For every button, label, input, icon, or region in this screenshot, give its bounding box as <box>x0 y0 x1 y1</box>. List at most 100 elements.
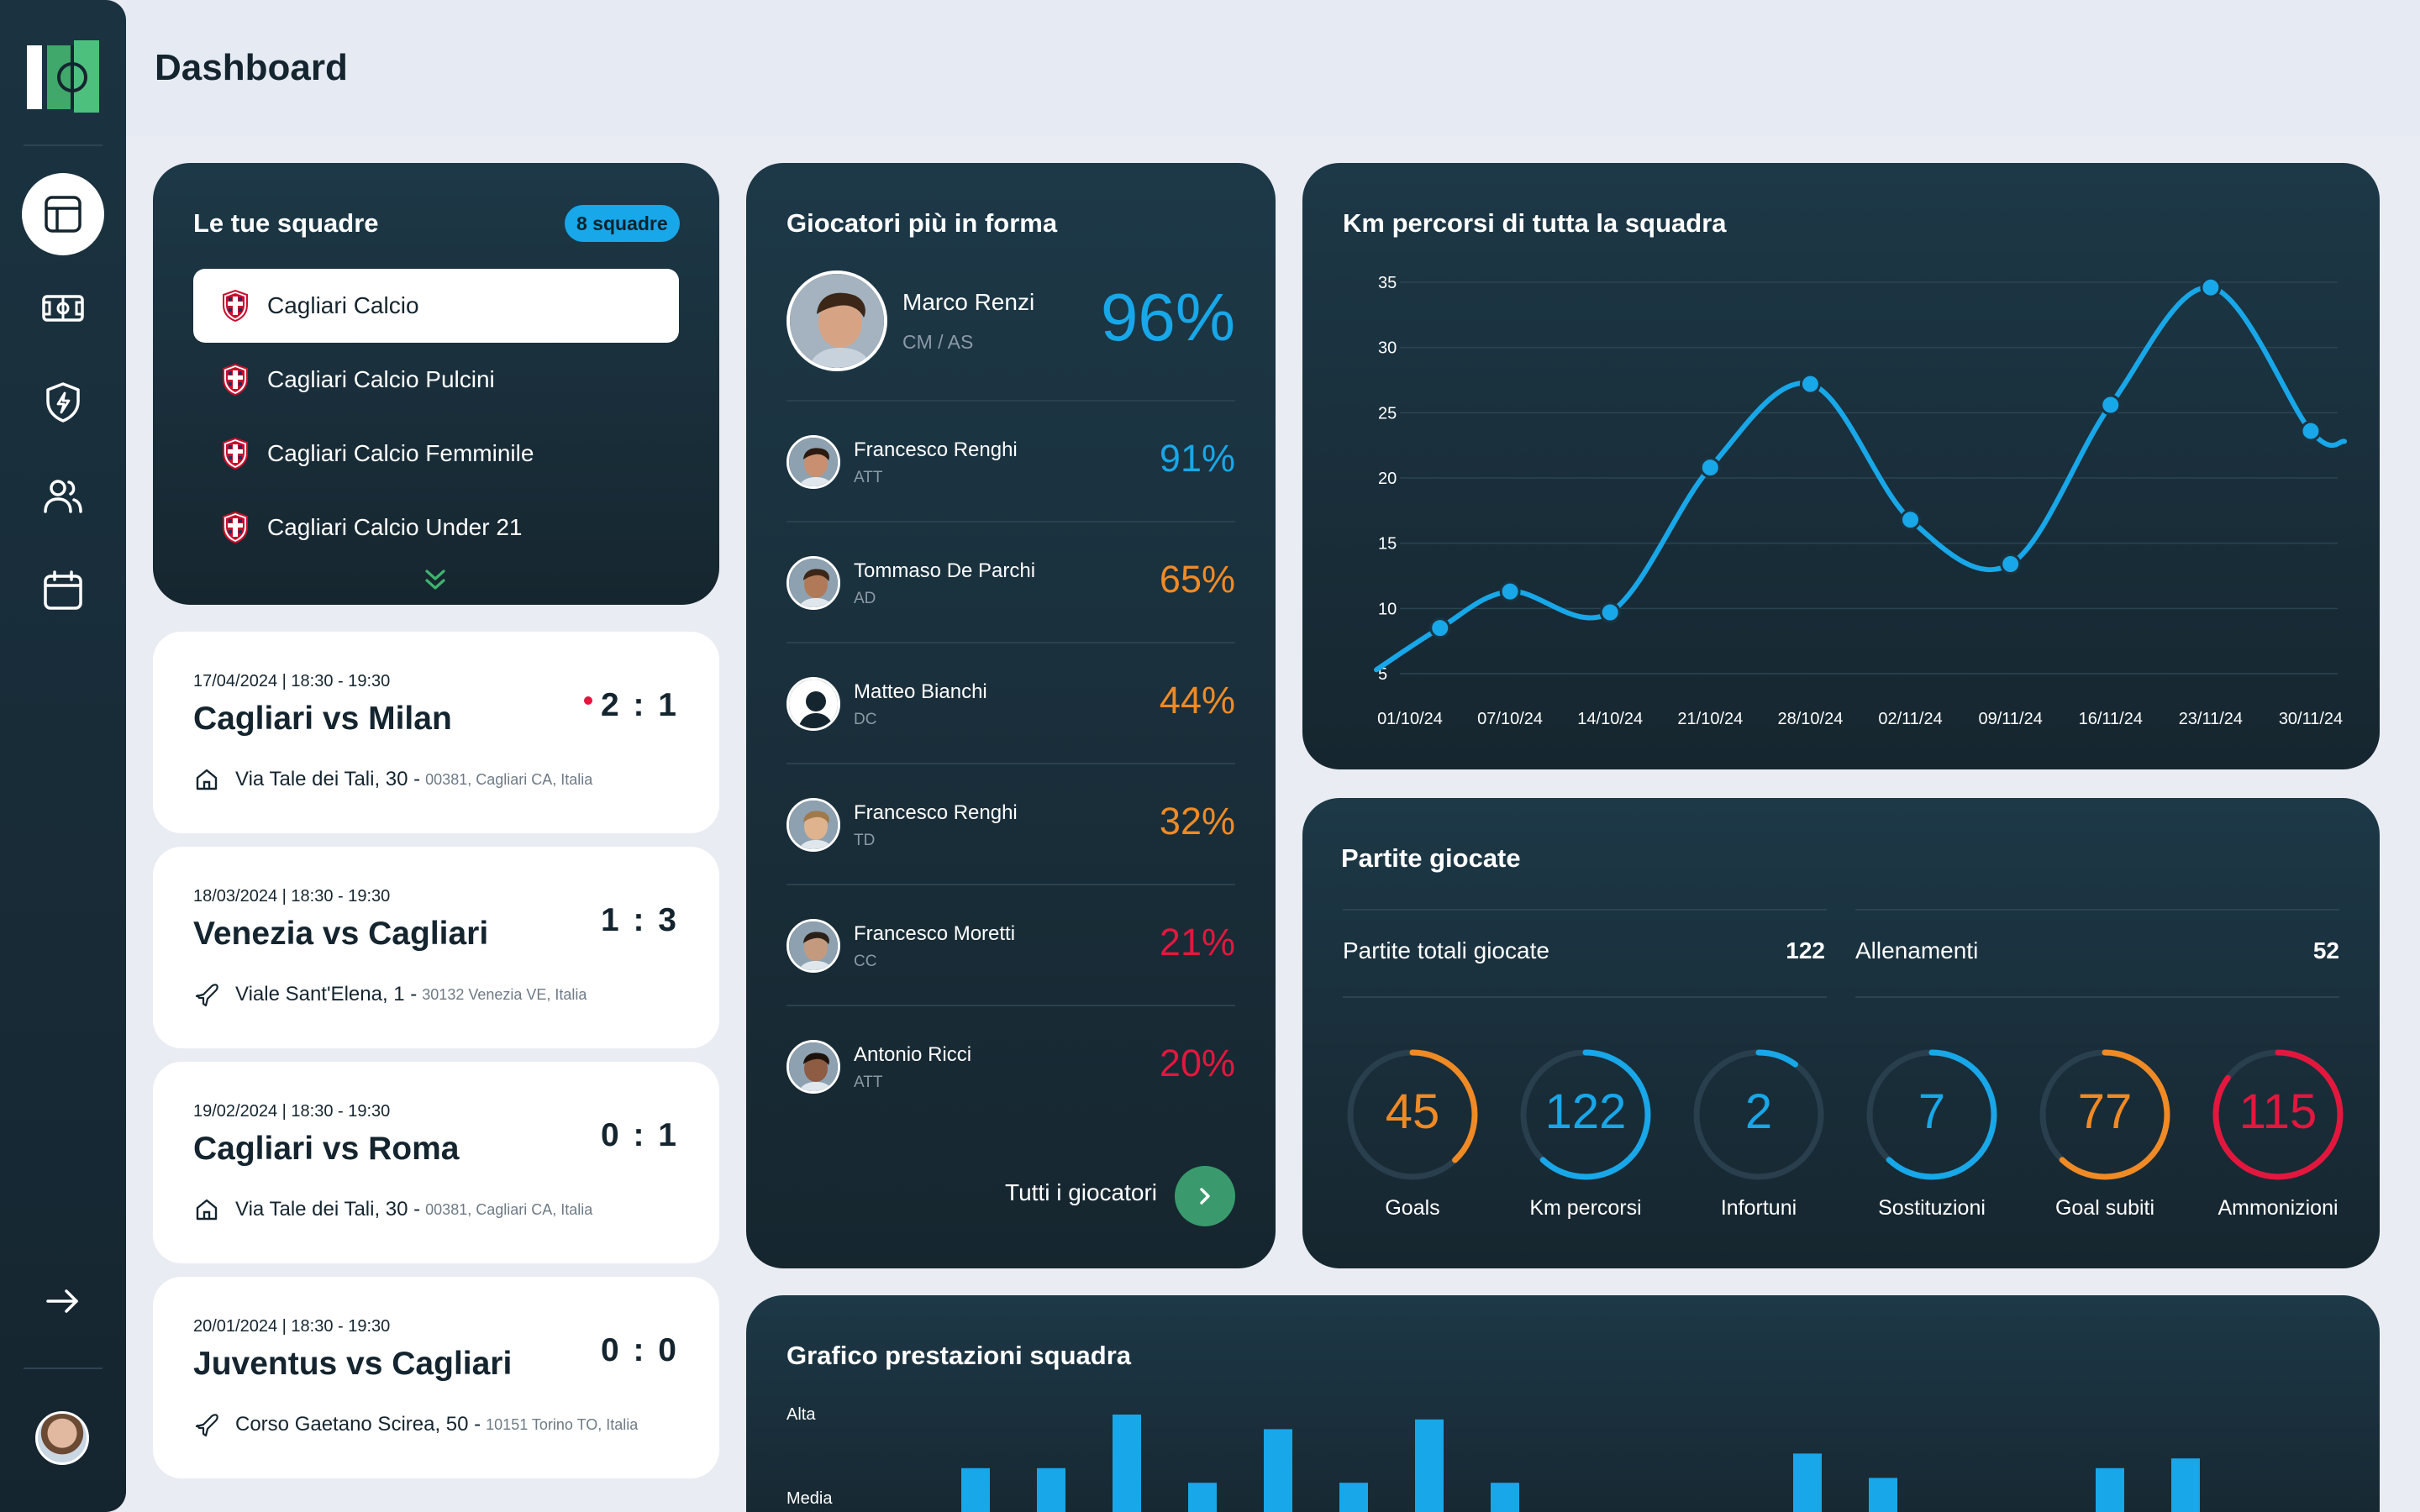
chevron-double-down-icon[interactable] <box>420 564 450 595</box>
stat-ring <box>1347 1049 1478 1180</box>
y-label: Media <box>786 1489 833 1508</box>
player-role: DC <box>854 711 877 728</box>
teams-count-badge: 8 squadre <box>565 205 680 242</box>
km-data-point[interactable] <box>1699 457 1721 479</box>
match-score: 2 : 1 <box>600 687 679 723</box>
match-score-wrap: 1 : 3 <box>601 902 679 939</box>
x-tick-label: 16/11/24 <box>2079 710 2143 728</box>
match-card[interactable]: 18/03/2024 | 18:30 - 19:30 Venezia vs Cag… <box>153 847 719 1048</box>
all-players-label[interactable]: Tutti i giocatori <box>1005 1179 1158 1205</box>
expand-sidebar-button[interactable] <box>22 1260 104 1342</box>
match-street: Corso Gaetano Scirea, 50 - <box>235 1413 481 1436</box>
player-percentage: 21% <box>1159 921 1235 963</box>
team-crest-icon <box>222 363 249 396</box>
player-row[interactable]: Francesco Renghi TD 32% <box>786 763 1235 884</box>
page-title: Dashboard <box>155 47 348 88</box>
match-title: Cagliari vs Roma <box>193 1131 460 1167</box>
team-name: Cagliari Calcio Femminile <box>267 440 534 466</box>
performance-bar[interactable] <box>1491 1483 1519 1512</box>
performance-bar[interactable] <box>1339 1483 1368 1512</box>
performance-bar[interactable] <box>1793 1453 1822 1512</box>
divider <box>1855 996 2339 998</box>
player-avatar <box>786 677 840 731</box>
performance-title: Grafico prestazioni squadra <box>786 1341 1131 1370</box>
performance-bar[interactable] <box>1037 1467 1065 1512</box>
ring-value: 2 <box>1744 1084 1773 1139</box>
match-score-wrap: 2 : 1 <box>583 687 679 724</box>
player-avatar <box>786 556 840 610</box>
top-player-percentage: 96% <box>1100 280 1235 354</box>
km-data-point[interactable] <box>1900 509 1922 531</box>
performance-bar[interactable] <box>1869 1478 1897 1512</box>
player-name: Francesco Renghi <box>854 438 1018 461</box>
km-data-point[interactable] <box>2000 554 2022 575</box>
player-row[interactable]: Francesco Moretti CC 21% <box>786 884 1235 1005</box>
km-data-point[interactable] <box>2200 276 2222 298</box>
player-name: Antonio Ricci <box>854 1043 972 1066</box>
km-chart-title: Km percorsi di tutta la squadra <box>1343 208 1727 238</box>
match-card[interactable]: 20/01/2024 | 18:30 - 19:30 Juventus vs Ca… <box>153 1277 719 1478</box>
player-avatar <box>786 798 840 852</box>
team-item[interactable]: Cagliari Calcio Under 21 <box>193 491 679 564</box>
total-matches-label: Partite totali giocate <box>1343 937 1549 963</box>
performance-bar[interactable] <box>961 1467 990 1512</box>
player-avatar <box>786 919 840 973</box>
ring-label: Infortuni <box>1720 1196 1797 1220</box>
nav-field[interactable] <box>22 267 104 349</box>
team-item[interactable]: Cagliari Calcio <box>193 269 679 343</box>
nav-team[interactable] <box>22 361 104 444</box>
sidebar <box>0 0 126 1512</box>
player-row[interactable]: Francesco Renghi ATT 91% <box>786 400 1235 521</box>
performance-bar[interactable] <box>2096 1467 2124 1512</box>
performance-bar[interactable] <box>1415 1419 1444 1512</box>
player-percentage: 20% <box>1159 1042 1235 1084</box>
match-score: 0 : 0 <box>600 1332 679 1368</box>
km-data-point[interactable] <box>1429 617 1451 639</box>
nav-calendar[interactable] <box>22 549 104 632</box>
ring-label: Goals <box>1385 1196 1440 1220</box>
player-row[interactable]: Matteo Bianchi DC 44% <box>786 642 1235 763</box>
stat-ring <box>2212 1049 2344 1180</box>
x-tick-label: 21/10/24 <box>1677 710 1743 728</box>
match-date: 17/04/2024 | 18:30 - 19:30 <box>193 672 391 690</box>
performance-bar[interactable] <box>2171 1458 2200 1512</box>
team-item[interactable]: Cagliari Calcio Femminile <box>193 417 679 491</box>
player-avatar <box>786 1040 840 1094</box>
player-role: ATT <box>854 469 883 486</box>
user-avatar[interactable] <box>35 1411 89 1465</box>
performance-bar[interactable] <box>1264 1429 1292 1512</box>
ring-progress <box>1866 1049 1997 1180</box>
x-tick-label: 01/10/24 <box>1377 710 1443 728</box>
layout-icon <box>45 196 82 233</box>
trainings-value: 52 <box>2312 937 2339 963</box>
x-tick-label: 09/11/24 <box>1978 710 2042 728</box>
km-data-point[interactable] <box>1599 601 1621 623</box>
player-percentage: 32% <box>1159 800 1235 843</box>
match-card[interactable]: 19/02/2024 | 18:30 - 19:30 Cagliari vs Ro… <box>153 1062 719 1263</box>
chevron-right-icon <box>1200 1188 1210 1205</box>
y-tick-label: 25 <box>1378 404 1397 423</box>
match-title: Juventus vs Cagliari <box>193 1346 513 1382</box>
match-score: 0 : 1 <box>600 1117 679 1153</box>
km-data-point[interactable] <box>1499 580 1521 602</box>
player-row[interactable]: Tommaso De Parchi AD 65% <box>786 521 1235 642</box>
team-item[interactable]: Cagliari Calcio Pulcini <box>193 343 679 417</box>
y-tick-label: 10 <box>1378 600 1397 618</box>
match-address: Via Tale dei Tali, 30 -00381, Cagliari C… <box>193 1196 592 1223</box>
match-card[interactable]: 17/04/2024 | 18:30 - 19:30 Cagliari vs Mi… <box>153 632 719 833</box>
nav-dashboard[interactable] <box>22 173 104 255</box>
player-row[interactable]: Antonio Ricci ATT 20% <box>786 1005 1235 1126</box>
all-players-button[interactable] <box>1175 1166 1235 1226</box>
km-data-point[interactable] <box>1799 373 1821 395</box>
ring-label: Sostituzioni <box>1878 1196 1986 1220</box>
km-data-point[interactable] <box>2100 394 2122 416</box>
km-line-chart: 5 10 15 20 25 30 35 01/10/24 07/10/24 14/10/24 21/… <box>1374 274 2347 728</box>
divider <box>1343 996 1827 998</box>
match-address: Via Tale dei Tali, 30 -00381, Cagliari C… <box>193 766 592 793</box>
ring-label: Goal subiti <box>2054 1196 2155 1220</box>
matches-played-title: Partite giocate <box>1341 843 1521 873</box>
performance-bar[interactable] <box>1188 1483 1217 1512</box>
nav-users[interactable] <box>22 455 104 538</box>
performance-bar[interactable] <box>1113 1415 1141 1512</box>
km-data-point[interactable] <box>2300 420 2322 442</box>
